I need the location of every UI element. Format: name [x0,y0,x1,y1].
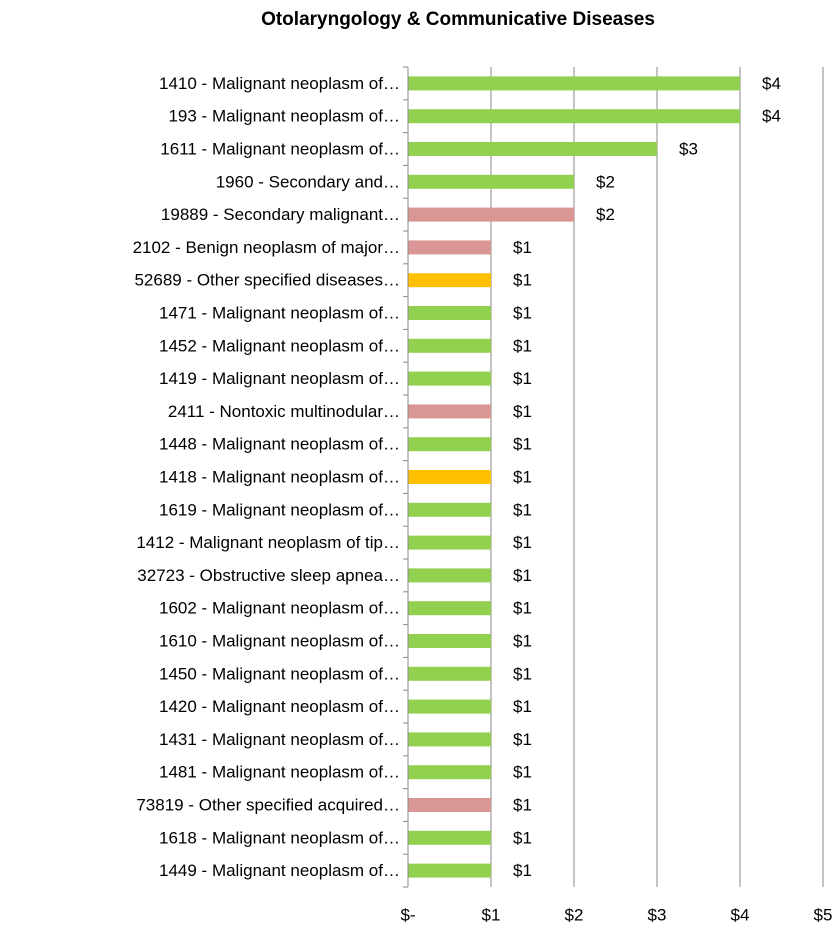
bar [408,568,491,583]
y-tick-label: 19889 - Secondary malignant… [161,205,400,224]
data-label: $1 [513,369,532,388]
y-tick-label: 73819 - Other specified acquired… [136,795,400,814]
bar [408,601,491,616]
y-tick-label: 1452 - Malignant neoplasm of… [159,336,400,355]
y-tick-label: 2411 - Nontoxic multinodular… [168,402,400,421]
y-tick-label: 1610 - Malignant neoplasm of… [159,631,400,650]
data-label: $1 [513,631,532,650]
bar [408,830,491,845]
x-tick-label: $4 [731,905,750,924]
data-label: $1 [513,795,532,814]
y-tick-label: 1448 - Malignant neoplasm of… [159,435,400,454]
y-tick-label: 1418 - Malignant neoplasm of… [159,467,400,486]
bar [408,437,491,452]
bar [408,273,491,288]
y-tick-label: 1420 - Malignant neoplasm of… [159,697,400,716]
data-label: $1 [513,566,532,585]
bar [408,404,491,419]
data-label: $1 [513,828,532,847]
bar [408,765,491,780]
y-tick-label: 1412 - Malignant neoplasm of tip… [136,533,400,552]
data-label: $1 [513,500,532,519]
bar [408,699,491,714]
x-tick-label: $1 [482,905,501,924]
bar [408,338,491,353]
y-tick-label: 32723 - Obstructive sleep apnea… [137,566,400,585]
data-label: $2 [596,205,615,224]
data-label: $1 [513,402,532,421]
y-tick-label: 1431 - Malignant neoplasm of… [159,730,400,749]
bar [408,798,491,812]
y-tick-label: 1602 - Malignant neoplasm of… [159,599,400,618]
bar [408,174,574,189]
data-label: $1 [513,303,532,322]
y-tick-label: 1410 - Malignant neoplasm of… [159,74,400,93]
data-label: $1 [513,271,532,290]
x-tick-label: $5 [814,905,833,924]
data-label: $1 [513,697,532,716]
bar [408,470,491,484]
x-tick-label: $2 [565,905,584,924]
y-tick-label: 2102 - Benign neoplasm of major… [133,238,400,257]
data-label: $1 [513,730,532,749]
data-label: $4 [762,74,781,93]
y-tick-label: 1619 - Malignant neoplasm of… [159,500,400,519]
x-tick-label: $- [400,905,415,924]
bar [408,634,491,648]
bar [408,207,574,222]
chart-title: Otolaryngology & Communicative Diseases [261,9,655,30]
bar [408,732,491,747]
data-label: $1 [513,599,532,618]
y-tick-label: 1618 - Malignant neoplasm of… [159,828,400,847]
x-tick-label: $3 [648,905,667,924]
data-label: $1 [513,763,532,782]
bar [408,306,491,320]
y-tick-label: 1419 - Malignant neoplasm of… [159,369,400,388]
bar [408,535,491,550]
data-label: $1 [513,664,532,683]
data-label: $4 [762,107,781,126]
y-tick-label: 1449 - Malignant neoplasm of… [159,861,400,880]
y-tick-label: 1611 - Malignant neoplasm of… [160,139,400,158]
data-label: $2 [596,172,615,191]
bar [408,240,491,255]
data-label: $1 [513,467,532,486]
data-label: $1 [513,861,532,880]
y-tick-label: 1960 - Secondary and… [216,172,400,191]
data-label: $1 [513,533,532,552]
bar [408,76,740,91]
bar [408,502,491,517]
data-label: $1 [513,238,532,257]
y-tick-label: 193 - Malignant neoplasm of… [168,107,400,126]
data-label: $1 [513,336,532,355]
bar [408,142,657,156]
bar [408,863,491,878]
data-label: $1 [513,435,532,454]
y-tick-label: 52689 - Other specified diseases… [134,271,400,290]
y-tick-label: 1471 - Malignant neoplasm of… [159,303,400,322]
bar [408,371,491,386]
y-tick-label: 1481 - Malignant neoplasm of… [159,763,400,782]
bar [408,666,491,681]
bar [408,109,740,124]
data-label: $3 [679,139,698,158]
y-tick-label: 1450 - Malignant neoplasm of… [159,664,400,683]
